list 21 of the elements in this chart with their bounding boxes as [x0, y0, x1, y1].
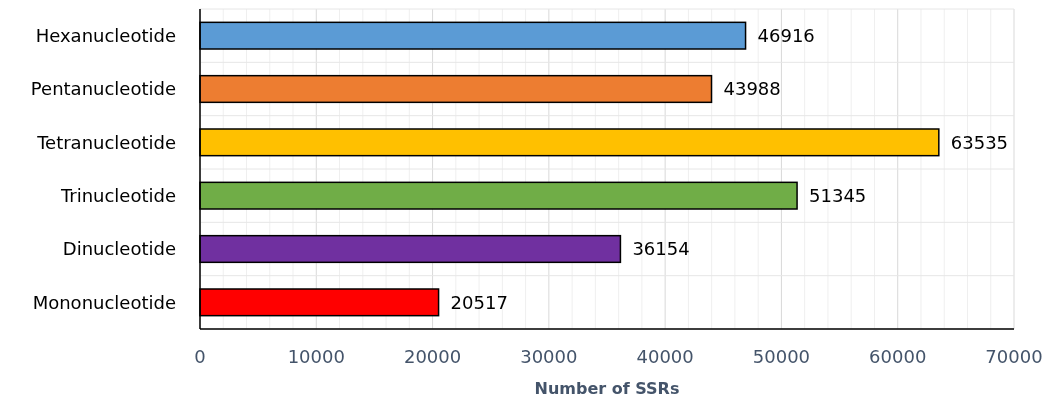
y-tick-label: Trinucleotide [59, 185, 176, 207]
data-label: 20517 [450, 291, 508, 313]
y-tick-label: Tetranucleotide [36, 131, 176, 153]
x-tick-label: 50000 [752, 346, 811, 368]
x-tick-label: 30000 [520, 346, 578, 368]
x-tick-label: 10000 [287, 346, 345, 368]
x-tick-label: 60000 [869, 346, 927, 368]
y-tick-label: Mononucleotide [32, 291, 176, 313]
x-axis-title: Number of SSRs [534, 378, 680, 398]
y-tick-label: Pentanucleotide [30, 78, 176, 100]
x-tick-label: 40000 [636, 346, 694, 368]
y-tick-label: Dinucleotide [62, 238, 176, 260]
data-label: 36154 [632, 238, 690, 260]
data-label: 63535 [950, 131, 1009, 153]
data-label: 46916 [757, 25, 815, 47]
data-label: 51345 [809, 185, 867, 207]
x-tick-label: 70000 [985, 346, 1043, 368]
data-label: 43988 [723, 78, 781, 100]
x-tick-label: 20000 [403, 346, 462, 368]
y-tick-label: Hexanucleotide [35, 25, 176, 47]
x-tick-label: 0 [194, 346, 206, 368]
